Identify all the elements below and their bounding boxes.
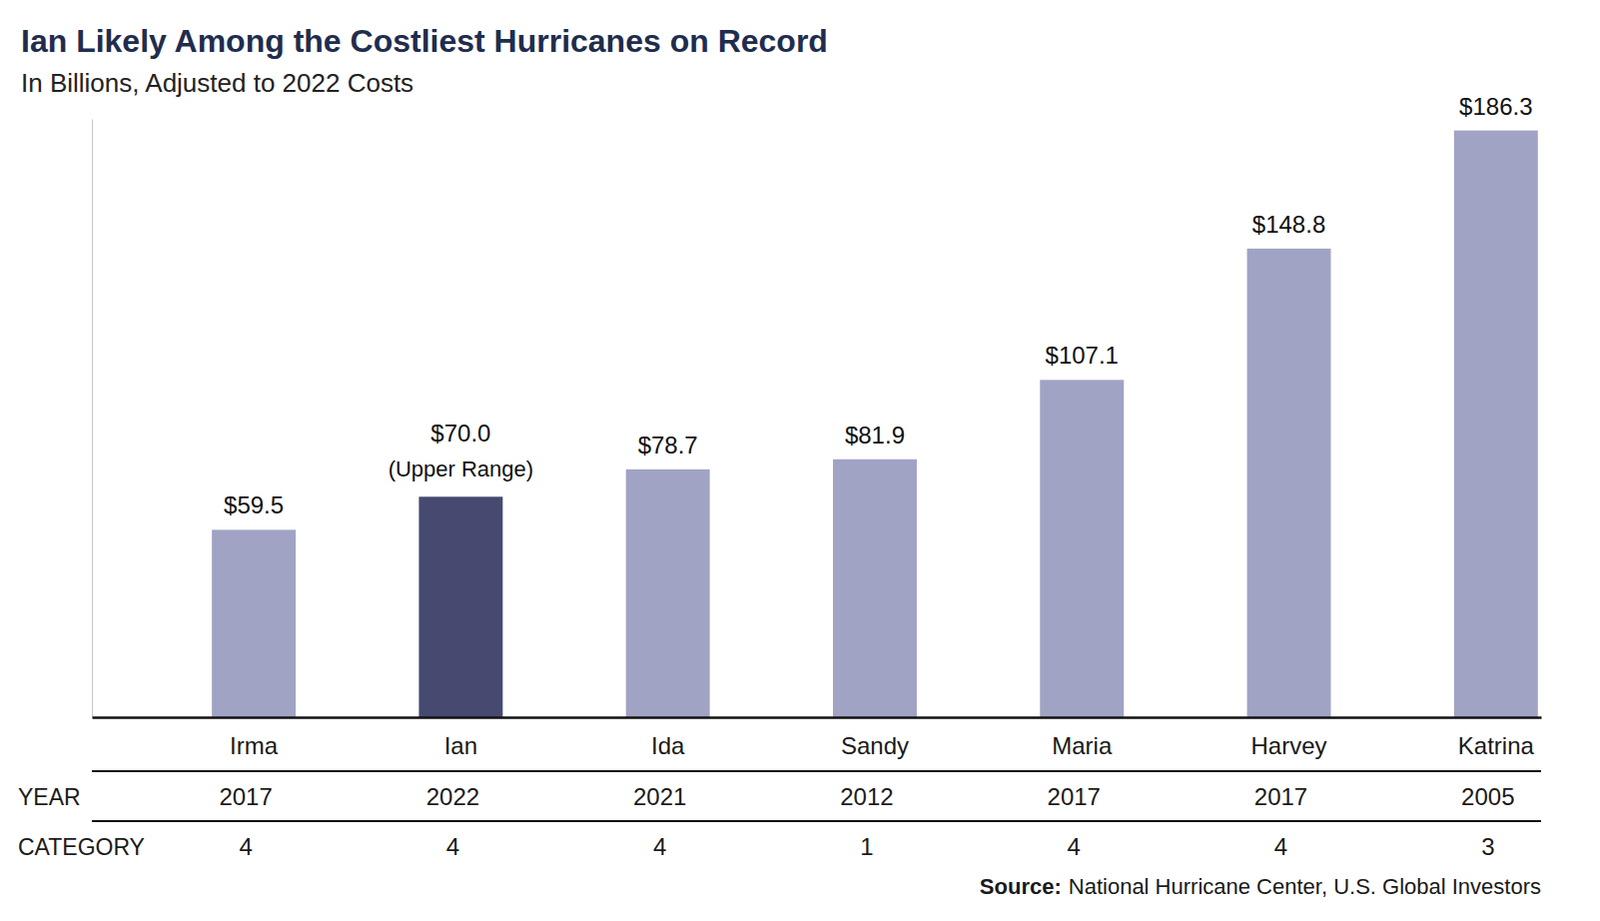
chart: Ian Likely Among the Costliest Hurricane… <box>0 0 1600 921</box>
table: YEAR 2017 2022 2021 2012 2017 2017 2005 CATEGORY… <box>17 771 1542 860</box>
bar <box>211 529 296 718</box>
row-value: 2017 <box>218 783 272 810</box>
data-label: $78.7 <box>638 431 699 459</box>
bar <box>418 496 503 718</box>
row-value: 2005 <box>1461 783 1515 810</box>
data-label: $186.3 <box>1459 92 1533 120</box>
row-value: 1 <box>859 832 873 860</box>
bar <box>1454 130 1539 718</box>
row-separator <box>91 770 1542 773</box>
row-separator <box>91 819 1542 822</box>
x-tick: Sandy <box>840 717 909 760</box>
data-label: $81.9 <box>844 421 905 449</box>
data-label: $107.1 <box>1045 341 1119 369</box>
x-tick-label: Irma <box>229 732 279 760</box>
x-tick: Ian <box>444 717 478 760</box>
row-value: 4 <box>1067 832 1081 860</box>
x-tick: Harvey <box>1251 717 1328 760</box>
source: Source:National Hurricane Center, U.S. G… <box>979 873 1542 899</box>
x-tick: Katrina <box>1458 717 1536 760</box>
row-value: 2021 <box>633 783 687 810</box>
x-axis: Irma Ian Ida Sandy Maria Harvey Katrina <box>92 717 1543 760</box>
bar <box>832 459 917 718</box>
row-label: YEAR <box>17 784 81 810</box>
data-labels: $59.5 $70.0 (Upper Range) $78.7 $81.9 $107.1 $… <box>223 92 1533 520</box>
x-tick: Ida <box>651 717 686 760</box>
annotation: (Upper Range) <box>388 456 535 482</box>
row-value: 2022 <box>426 783 480 810</box>
bar <box>1247 248 1332 718</box>
row-value: 2017 <box>1047 783 1101 810</box>
bar <box>1039 379 1124 718</box>
row-label: CATEGORY <box>17 833 145 860</box>
source-text: National Hurricane Center, U.S. Global I… <box>1068 873 1542 899</box>
row-value: 4 <box>653 832 667 860</box>
data-label: $148.8 <box>1252 210 1326 238</box>
row-value: 3 <box>1481 832 1495 860</box>
x-axis-line <box>92 716 1543 720</box>
row-value: 4 <box>446 832 460 860</box>
source-label: Source: <box>979 873 1062 899</box>
bar <box>626 469 711 718</box>
data-label: $70.0 <box>430 419 491 447</box>
x-tick-label: Maria <box>1051 732 1113 760</box>
row-value: 4 <box>1274 832 1288 860</box>
x-tick-label: Ian <box>444 732 478 760</box>
y-axis-line <box>91 118 93 718</box>
title: Ian Likely Among the Costliest Hurricane… <box>20 22 828 59</box>
subtitle: In Billions, Adjusted to 2022 Costs <box>20 67 414 98</box>
y-axis <box>91 118 93 718</box>
row-value: 2017 <box>1254 783 1308 810</box>
x-tick: Maria <box>1051 717 1113 760</box>
row-value: 4 <box>238 832 252 860</box>
x-tick-label: Sandy <box>840 732 909 760</box>
x-tick-label: Katrina <box>1458 732 1536 760</box>
x-tick-label: Ida <box>651 732 686 760</box>
row-value: 2012 <box>839 783 893 810</box>
x-tick: Irma <box>229 717 279 760</box>
bars <box>211 130 1539 718</box>
data-label: $59.5 <box>223 491 284 519</box>
x-tick-label: Harvey <box>1251 732 1328 760</box>
